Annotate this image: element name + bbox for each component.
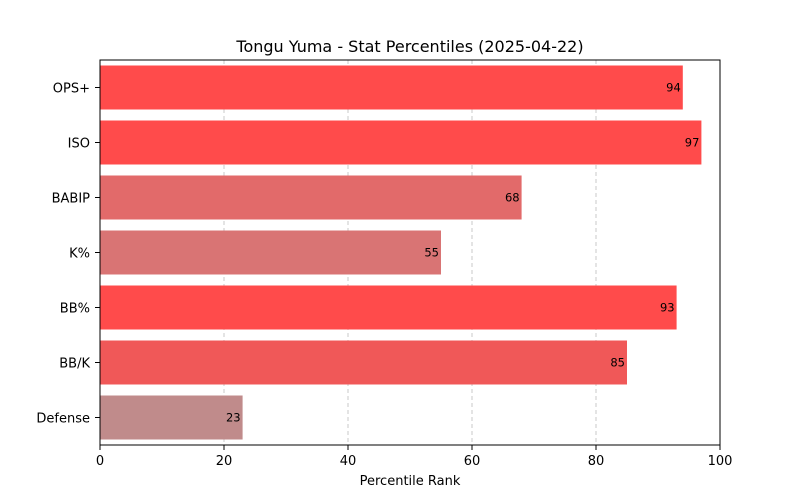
bar-value-label: 93	[660, 301, 675, 315]
y-tick-label: K%	[69, 247, 90, 262]
bar	[100, 120, 702, 165]
y-tick-label: Defense	[36, 412, 90, 427]
bar	[100, 65, 683, 110]
bar-value-label: 94	[666, 81, 681, 95]
bars	[100, 65, 702, 440]
y-tick-label: BABIP	[52, 192, 91, 207]
y-axis-ticks: OPS+ ISO BABIP K% BB% BB/K Defense	[36, 82, 100, 427]
bar-value-label: 68	[505, 191, 520, 205]
x-axis-label: Percentile Rank	[360, 474, 461, 489]
bar	[100, 230, 441, 275]
y-tick-label: ISO	[68, 137, 90, 152]
bar	[100, 395, 243, 440]
chart-title: Tongu Yuma - Stat Percentiles (2025-04-2…	[235, 37, 583, 56]
y-tick-label: BB/K	[59, 357, 90, 372]
y-tick-label: OPS+	[53, 82, 90, 97]
y-tick-label: BB%	[60, 302, 90, 317]
bar-value-label: 97	[685, 136, 700, 150]
plot-frame	[99, 59, 721, 446]
x-tick-label: 40	[340, 454, 357, 469]
x-axis-ticks: 0 20 40 60 80 100	[96, 445, 733, 469]
bar-value-label: 85	[610, 356, 625, 370]
bar	[100, 340, 627, 385]
x-tick-label: 80	[588, 454, 605, 469]
bar	[100, 175, 522, 220]
x-tick-label: 60	[464, 454, 481, 469]
bar-value-label: 23	[226, 411, 241, 425]
bar	[100, 285, 677, 330]
x-tick-label: 0	[96, 454, 104, 469]
bar-value-labels: 94 97 68 55 93 85 23	[226, 81, 699, 425]
x-tick-label: 100	[708, 454, 733, 469]
bar-value-label: 55	[424, 246, 439, 260]
x-tick-label: 20	[216, 454, 233, 469]
